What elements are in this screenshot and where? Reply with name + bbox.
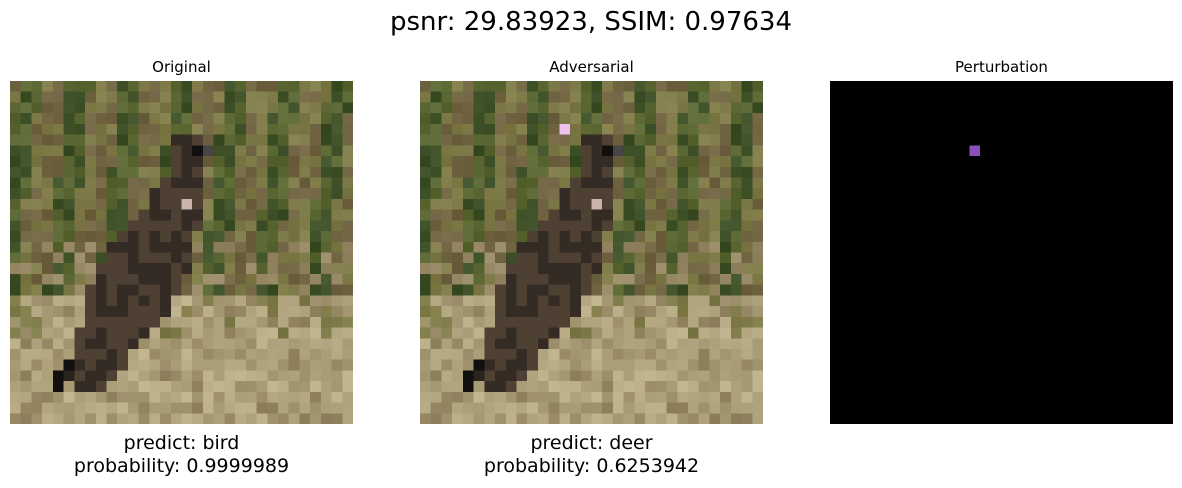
adversarial-predict: predict: deer bbox=[530, 432, 653, 454]
adversarial-caption: predict: deer probability: 0.6253942 bbox=[420, 432, 763, 478]
perturbation-title: Perturbation bbox=[955, 58, 1048, 76]
original-probability: probability: 0.9999989 bbox=[73, 455, 290, 477]
original-title: Original bbox=[152, 58, 211, 76]
adversarial-image bbox=[420, 81, 763, 424]
figure-title: psnr: 29.83923, SSIM: 0.97634 bbox=[389, 7, 793, 37]
perturbation-image bbox=[830, 81, 1173, 424]
adversarial-probability: probability: 0.6253942 bbox=[483, 455, 700, 477]
original-caption: predict: bird probability: 0.9999989 bbox=[10, 432, 353, 478]
original-image bbox=[10, 81, 353, 424]
original-predict: predict: bird bbox=[123, 432, 240, 454]
adversarial-title: Adversarial bbox=[549, 58, 634, 76]
